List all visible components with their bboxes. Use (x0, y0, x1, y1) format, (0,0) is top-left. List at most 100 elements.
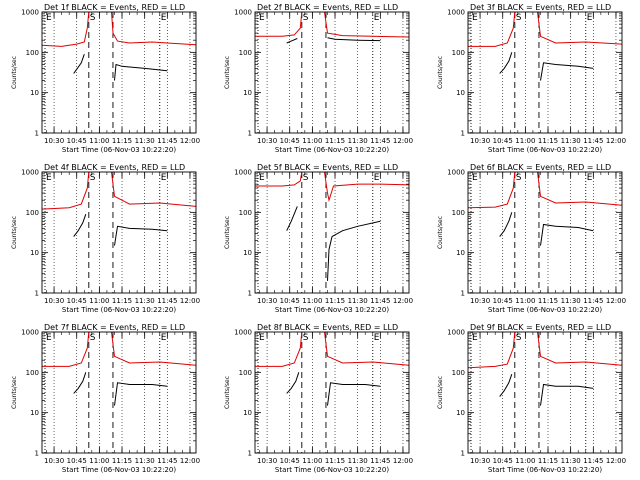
x-tick-label: 11:45 (370, 297, 390, 305)
marker-label: E (587, 173, 593, 183)
x-tick-label: 12:00 (393, 137, 413, 145)
y-tick-label: 100 (239, 369, 252, 377)
series-line-events (327, 37, 381, 42)
series-line-events (499, 52, 513, 74)
y-axis-label: Counts/sec (224, 56, 231, 89)
marker-label: E (472, 173, 478, 183)
y-tick-label: 1 (248, 130, 252, 138)
y-tick-label: 10 (243, 409, 252, 417)
y-tick-label: 10 (243, 249, 252, 257)
series-line-events (540, 383, 594, 406)
x-tick-label: 10:30 (257, 457, 277, 465)
x-tick-label: 11:30 (348, 457, 368, 465)
x-tick-label: 12:00 (606, 457, 626, 465)
y-axis-label: Counts/sec (437, 56, 444, 89)
y-tick-label: 1000 (447, 329, 465, 337)
y-tick-label: 1000 (447, 169, 465, 177)
series-line-events (327, 220, 381, 281)
series-line-events (114, 63, 168, 81)
x-tick-label: 11:30 (561, 297, 581, 305)
y-tick-label: 1 (35, 290, 39, 298)
x-tick-label: 11:15 (325, 137, 345, 145)
plot-frame (467, 331, 623, 454)
x-tick-label: 11:45 (370, 137, 390, 145)
series-line-lld (42, 12, 90, 47)
x-tick-label: 12:00 (393, 297, 413, 305)
y-tick-label: 10 (243, 89, 252, 97)
y-tick-label: 10 (456, 249, 465, 257)
marker-label: E (472, 333, 478, 343)
series-line-events (286, 206, 298, 231)
marker-label: S (90, 173, 96, 183)
x-axis-label: Start Time (06-Nov-03 10:22:20) (275, 466, 389, 474)
x-tick-label: 11:00 (89, 457, 109, 465)
series-line-events (540, 62, 594, 81)
x-tick-label: 10:30 (44, 137, 64, 145)
y-tick-label: 1 (461, 450, 465, 458)
x-tick-label: 11:00 (515, 137, 535, 145)
y-tick-label: 100 (452, 209, 465, 217)
x-axis-label: Start Time (06-Nov-03 10:22:20) (488, 146, 602, 154)
chart-title: Det 4f BLACK = Events, RED = LLD (44, 163, 185, 172)
y-tick-label: 10 (30, 249, 39, 257)
series-line-events (73, 54, 85, 74)
plot-frame (254, 11, 410, 134)
marker-label: E (161, 13, 167, 23)
series-line-lld (468, 172, 516, 209)
x-tick-label: 11:30 (561, 457, 581, 465)
marker-label: E (46, 173, 52, 183)
series-line-lld (111, 172, 196, 207)
series-line-lld (111, 332, 196, 366)
x-tick-label: 12:00 (180, 297, 200, 305)
chart-panel-5: Det 5f BLACK = Events, RED = LLD Counts/s… (224, 163, 413, 314)
series-line-events (286, 38, 298, 44)
y-tick-label: 1 (461, 290, 465, 298)
x-tick-label: 11:45 (157, 457, 177, 465)
x-axis-label: Start Time (06-Nov-03 10:22:20) (62, 466, 176, 474)
series-line-events (114, 225, 168, 246)
x-tick-label: 12:00 (393, 457, 413, 465)
y-tick-label: 100 (452, 49, 465, 57)
x-tick-label: 11:15 (538, 457, 558, 465)
chart-panel-9: Det 9f BLACK = Events, RED = LLD Counts/s… (437, 323, 626, 474)
series-line-events (73, 372, 87, 394)
series-line-events (73, 214, 87, 237)
marker-label: S (516, 173, 522, 183)
marker-label: E (472, 13, 478, 23)
x-tick-label: 10:30 (470, 137, 490, 145)
y-axis-label: Counts/sec (11, 216, 18, 249)
series-line-lld (537, 12, 622, 45)
marker-label: S (303, 333, 309, 343)
y-tick-label: 100 (26, 369, 39, 377)
x-tick-label: 11:00 (302, 457, 322, 465)
y-tick-label: 10 (30, 409, 39, 417)
x-tick-label: 11:30 (348, 137, 368, 145)
marker-label: S (303, 173, 309, 183)
x-tick-label: 11:15 (112, 297, 132, 305)
marker-label: E (587, 333, 593, 343)
chart-panel-8: Det 8f BLACK = Events, RED = LLD Counts/s… (224, 323, 413, 474)
chart-panel-7: Det 7f BLACK = Events, RED = LLD Counts/s… (11, 323, 200, 474)
x-axis-label: Start Time (06-Nov-03 10:22:20) (62, 306, 176, 314)
y-tick-label: 1000 (21, 169, 39, 177)
y-axis-label: Counts/sec (224, 216, 231, 249)
y-tick-label: 1000 (234, 169, 252, 177)
series-line-lld (468, 12, 516, 47)
marker-label: S (90, 333, 96, 343)
marker-label: E (161, 333, 167, 343)
marker-label: E (374, 333, 380, 343)
x-tick-label: 10:45 (493, 137, 513, 145)
x-tick-label: 11:45 (583, 457, 603, 465)
x-tick-label: 10:45 (280, 297, 300, 305)
x-tick-label: 11:45 (370, 457, 390, 465)
y-axis-label: Counts/sec (11, 56, 18, 89)
y-tick-label: 100 (26, 49, 39, 57)
x-tick-label: 10:45 (493, 457, 513, 465)
y-tick-label: 10 (456, 409, 465, 417)
x-tick-label: 10:30 (257, 297, 277, 305)
x-tick-label: 11:45 (583, 297, 603, 305)
series-line-lld (255, 172, 303, 187)
plot-frame (467, 11, 623, 134)
marker-label: S (516, 333, 522, 343)
chart-panel-4: Det 4f BLACK = Events, RED = LLD Counts/s… (11, 163, 200, 314)
